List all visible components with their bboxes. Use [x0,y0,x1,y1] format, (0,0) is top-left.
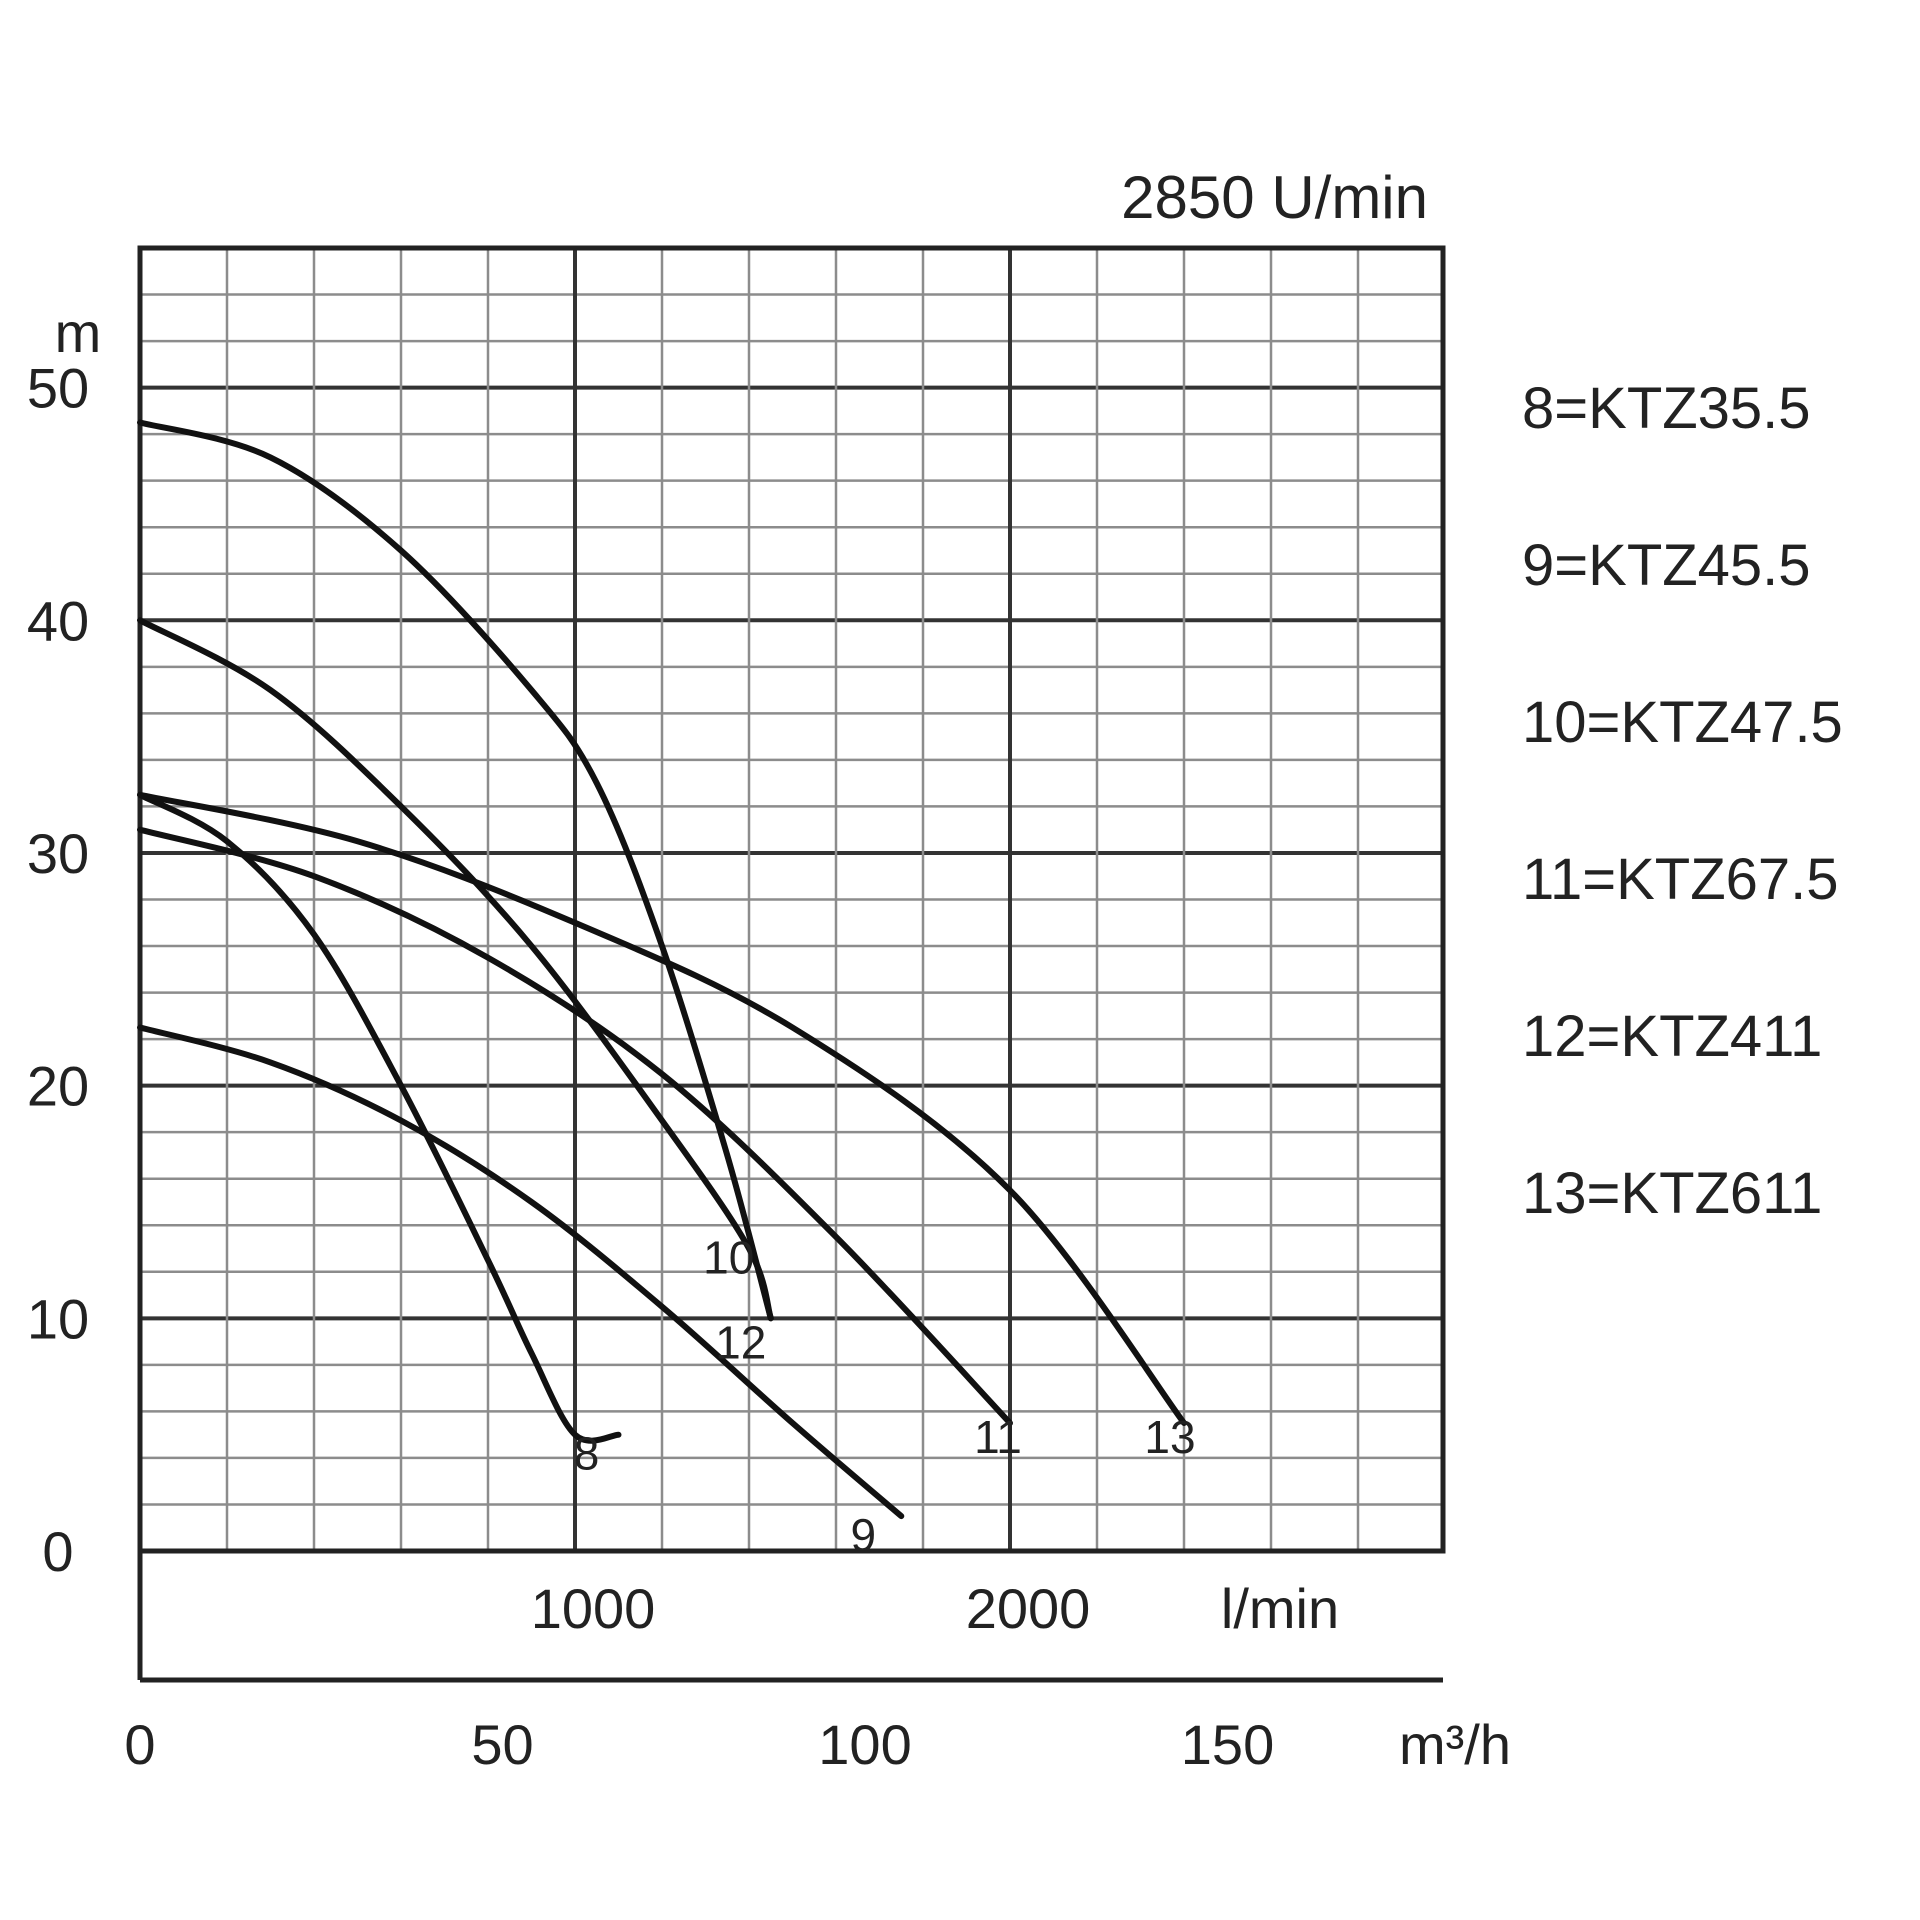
series-curve-9 [137,1024,905,1520]
legend-entry: 13=KTZ611 [1522,1161,1822,1226]
series-curve-11 [137,826,1013,1426]
speed-title: 2850 U/min [1121,164,1428,231]
y-axis-unit: m [55,301,102,364]
x-tick-label-m3h: 150 [1181,1713,1274,1776]
curve-label-8: 8 [574,1428,600,1480]
curve-label-13: 13 [1144,1411,1195,1463]
series-curve-8 [137,791,622,1444]
legend-entry: 11=KTZ67.5 [1522,847,1839,912]
y-tick-label: 50 [27,357,89,420]
curve-label-10: 10 [703,1231,754,1283]
legend-entry: 9=KTZ45.5 [1522,533,1811,598]
curve-label-12: 12 [715,1316,766,1368]
x-tick-label-m3h: 50 [471,1713,533,1776]
x-axis-unit-lmin: l/min [1221,1577,1339,1640]
x-tick-label-lmin: 1000 [531,1577,656,1640]
grid [140,248,1443,1551]
plot-border [137,245,1446,1554]
x-tick-label-lmin: 2000 [966,1577,1091,1640]
series-curve-12 [137,419,774,1322]
legend-entry: 12=KTZ411 [1522,1004,1822,1069]
legend: 8=KTZ35.5 9=KTZ45.5 10=KTZ47.5 11=KTZ67.5 12… [1522,376,1843,1226]
y-tick-label: 20 [27,1055,89,1118]
plot-frame [137,245,1446,1683]
y-tick-label: 30 [27,822,89,885]
y-tick-label: 40 [27,589,89,652]
series-curve-10 [137,617,774,1322]
curve-label-9: 9 [850,1509,876,1561]
curve-label-11: 11 [974,1411,1022,1463]
curve-labels: 8 9 10 11 12 13 [574,1231,1196,1561]
tick-labels: 0 10 20 30 40 50 1000 2000 0 50 100 150 [27,357,1274,1776]
series-curves [137,419,1187,1520]
y-tick-label: 0 [42,1520,73,1583]
x-axis-unit-m3h: m³/h [1399,1713,1511,1776]
y-tick-label: 10 [27,1287,89,1350]
x-tick-label-m3h: 100 [818,1713,911,1776]
legend-entry: 8=KTZ35.5 [1522,376,1811,441]
x-tick-label-m3h: 0 [124,1713,155,1776]
series-curve-13 [137,791,1187,1426]
legend-entry: 10=KTZ47.5 [1522,690,1843,755]
